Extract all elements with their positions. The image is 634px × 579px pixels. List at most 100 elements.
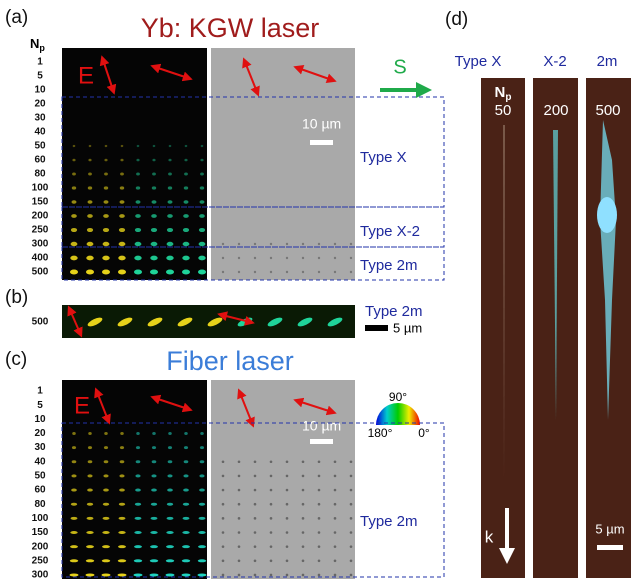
dot	[254, 489, 257, 492]
dot	[169, 145, 172, 147]
dot	[318, 503, 321, 506]
dot	[119, 214, 125, 218]
row-label: 50	[34, 141, 46, 152]
row-label: 5	[37, 400, 43, 411]
dot	[222, 243, 224, 245]
panel-title: Fiber laser	[166, 346, 294, 376]
dot	[199, 228, 205, 232]
dot	[286, 517, 289, 520]
dot	[135, 242, 142, 246]
dot	[120, 200, 125, 204]
row-label: 20	[34, 428, 46, 439]
dot	[184, 159, 187, 162]
dot	[102, 270, 110, 275]
dot	[168, 159, 171, 162]
dot	[150, 256, 157, 261]
row-label: 100	[32, 183, 49, 194]
dot	[334, 545, 337, 548]
dot	[254, 475, 257, 478]
dot	[88, 159, 91, 162]
dot	[120, 186, 124, 189]
dot	[166, 270, 174, 275]
dot	[88, 173, 92, 176]
dot	[286, 271, 288, 273]
dot	[318, 475, 321, 478]
dot	[136, 446, 140, 449]
dot	[71, 503, 77, 506]
dot	[104, 446, 108, 449]
dot	[103, 489, 109, 492]
dot	[302, 545, 305, 548]
dot	[286, 489, 289, 492]
dot	[270, 460, 273, 463]
dot	[199, 489, 205, 492]
region-label: Type 2m	[360, 513, 418, 530]
row-label: 5	[37, 71, 43, 82]
row-label: 60	[34, 155, 46, 166]
dot	[182, 573, 191, 576]
region-label: Type X-2	[360, 223, 420, 240]
dot	[199, 474, 204, 477]
dot	[134, 545, 142, 548]
micrograph-gray	[211, 48, 355, 280]
dot	[200, 159, 203, 162]
dot	[238, 460, 241, 463]
dot	[302, 517, 305, 520]
dot	[302, 460, 305, 463]
dot	[137, 145, 140, 147]
dot	[350, 489, 353, 492]
dot	[150, 559, 158, 562]
column-label: X-2	[543, 53, 566, 70]
dot	[222, 271, 224, 273]
dot	[88, 186, 92, 189]
dot	[222, 574, 225, 577]
dot	[183, 474, 188, 477]
region-label: Type 2m	[365, 303, 423, 320]
np-value: 200	[543, 102, 568, 119]
dot	[198, 256, 205, 261]
dot	[72, 200, 77, 204]
dot	[151, 474, 156, 477]
dot	[118, 531, 125, 534]
dot	[318, 243, 320, 245]
dot	[136, 200, 141, 204]
dot	[102, 531, 109, 534]
dot	[89, 145, 92, 147]
dot	[254, 243, 256, 245]
panel-label: (a)	[5, 7, 28, 28]
dot	[254, 460, 257, 463]
dot	[103, 242, 110, 246]
dot	[135, 517, 142, 520]
dot	[167, 242, 174, 246]
row-label: 40	[34, 456, 46, 467]
dot	[286, 243, 288, 245]
row-label: 500	[32, 267, 49, 278]
dot	[87, 503, 93, 506]
dot	[350, 503, 353, 506]
dot	[270, 257, 272, 259]
scale-bar	[365, 325, 388, 331]
dot	[136, 159, 139, 162]
dot	[184, 446, 188, 449]
dot	[134, 270, 142, 275]
dot	[135, 474, 140, 477]
dot	[350, 574, 353, 577]
dot	[168, 200, 173, 204]
dot	[168, 432, 172, 435]
dot	[70, 573, 79, 576]
dot	[350, 517, 353, 520]
dot	[119, 489, 125, 492]
dot	[104, 460, 109, 463]
dot	[286, 560, 289, 563]
dot	[136, 432, 140, 435]
dot	[222, 517, 225, 520]
dot	[70, 559, 78, 562]
dot	[200, 186, 204, 189]
dot	[238, 271, 240, 273]
dot	[104, 159, 107, 162]
dot	[350, 560, 353, 563]
scale-bar-label: 5 µm	[393, 320, 422, 335]
dot	[182, 256, 189, 261]
row-label: 400	[32, 253, 49, 264]
row-label: 60	[34, 485, 46, 496]
